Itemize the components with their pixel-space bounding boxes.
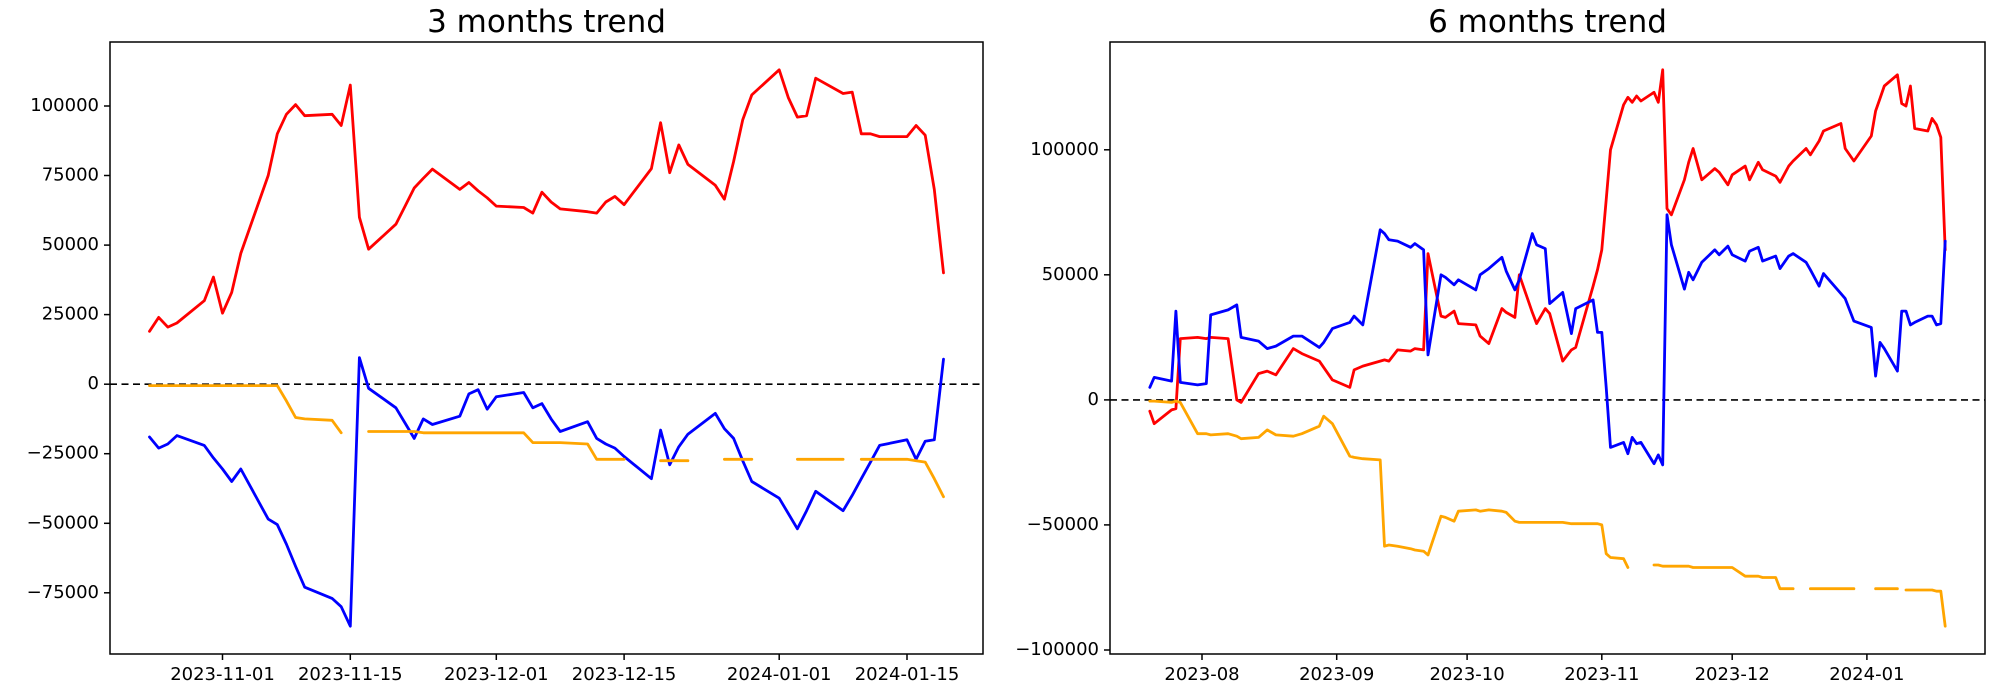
plot-border [1109, 41, 1986, 655]
x-tick-label: 2023-09 [1299, 664, 1374, 685]
series-red [1148, 68, 1947, 426]
x-tick-label: 2024-01-01 [727, 664, 832, 685]
x-tick-label: 2023-12 [1695, 664, 1770, 685]
y-tick-label: 100000 [30, 95, 99, 116]
x-tick-label: 2023-11 [1564, 664, 1639, 685]
y-tick-label: −100000 [1015, 639, 1099, 660]
series-red [148, 68, 945, 333]
y-tick-label: 0 [1088, 389, 1099, 410]
chart-6-months-trend: 6 months trend 2023-08 2023-09 2023-10 2023… [1000, 0, 2000, 700]
x-tick-label: 2023-10 [1429, 664, 1504, 685]
plot-3-months-trend: 2023-11-01 2023-11-15 2023-12-01 2023-12-15… [27, 41, 984, 685]
y-tick-label: −50000 [1027, 514, 1099, 535]
x-tick-label: 2023-08 [1164, 664, 1239, 685]
y-tick-label: −50000 [27, 512, 99, 533]
x-tick-label: 2023-12-15 [572, 664, 677, 685]
chart-title: 6 months trend [1428, 4, 1667, 40]
x-tick-label: 2023-12-01 [444, 664, 549, 685]
y-tick-label: −75000 [27, 582, 99, 603]
y-tick-label: 25000 [42, 304, 99, 325]
series-orange [148, 384, 945, 499]
x-tick-label: 2024-01-15 [855, 664, 960, 685]
x-tick-label: 2023-11-15 [298, 664, 403, 685]
series-blue [148, 356, 945, 628]
x-tick-label: 2024-01 [1829, 664, 1904, 685]
series-blue [1148, 213, 1947, 467]
y-tick-label: 100000 [1030, 139, 1099, 160]
y-tick-label: 50000 [1042, 264, 1099, 285]
chart-3-months-trend: 3 months trend 2023-11-01 2023-11-15 2023-… [27, 4, 984, 685]
plot-6-months-trend: 2023-08 2023-09 2023-10 2023-11 2023-12 2024-… [1015, 41, 1986, 685]
y-tick-label: −25000 [27, 443, 99, 464]
chart-title: 3 months trend [427, 4, 666, 40]
series-orange [1148, 399, 1947, 628]
y-tick-label: 0 [88, 373, 99, 394]
plot-border [109, 41, 984, 655]
x-tick-label: 2023-11-01 [170, 664, 275, 685]
y-tick-label: 50000 [42, 234, 99, 255]
y-tick-label: 75000 [42, 165, 99, 186]
